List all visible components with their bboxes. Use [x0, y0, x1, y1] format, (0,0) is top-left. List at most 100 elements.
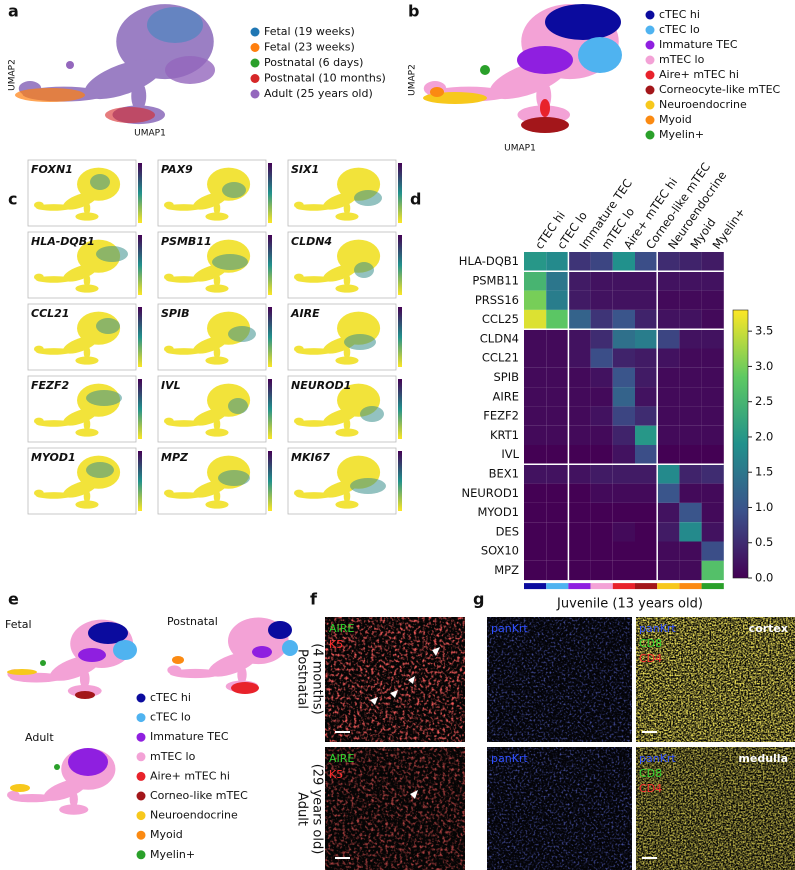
legend-label: Corneo-like mTEC — [150, 789, 248, 802]
heatmap-cell — [590, 425, 613, 445]
heatmap-cell — [612, 406, 635, 426]
heatmap-cell — [657, 309, 680, 330]
row-label: PRSS16 — [475, 293, 519, 307]
heatmap-cell — [701, 483, 724, 503]
row-label: DES — [496, 524, 519, 538]
heatmap-cell — [612, 387, 635, 407]
heatmap-cell — [524, 541, 547, 561]
heatmap-cell — [701, 406, 724, 426]
column-color — [568, 583, 591, 590]
umap-b — [423, 4, 622, 133]
heatmap-cell — [546, 309, 569, 330]
feature-colorbar — [398, 379, 402, 439]
heatmap-cell — [701, 425, 724, 445]
gene-label: CCL21 — [31, 307, 69, 320]
panel-label: g — [473, 590, 484, 609]
heatmap-cell — [590, 502, 613, 523]
group-label: Fetal — [5, 618, 32, 631]
row-label: AIRE — [492, 389, 519, 403]
sample-label: (4 months) — [310, 643, 325, 715]
heatmap-cell — [701, 309, 724, 330]
heatmap-cell — [657, 522, 680, 542]
feature-colorbar — [138, 451, 142, 511]
heatmap-cell — [701, 367, 724, 388]
row-label: HLA-DQB1 — [459, 254, 519, 268]
panel-label: a — [8, 2, 19, 21]
feature-expression — [90, 174, 110, 190]
feature-expression — [218, 470, 250, 486]
heatmap-cell — [546, 348, 569, 368]
gene-label: IVL — [161, 379, 181, 392]
legend-swatch — [645, 70, 655, 80]
colorbar-tick-label: 0.0 — [755, 571, 773, 585]
legend-swatch — [645, 100, 655, 110]
legend-label: Neuroendocrine — [150, 809, 238, 822]
heatmap-cell — [546, 445, 569, 465]
heatmap-cell — [612, 541, 635, 561]
heatmap-cell — [524, 290, 547, 310]
heatmap-cell — [679, 252, 702, 272]
heatmap-cell — [679, 329, 702, 349]
heatmap-cell — [590, 483, 613, 503]
colorbar-tick-label: 0.5 — [755, 535, 773, 549]
feature-expression — [86, 462, 114, 478]
column-color — [701, 583, 724, 590]
heatmap-cell — [546, 387, 569, 407]
legend-swatch — [645, 55, 655, 65]
heatmap-cell — [546, 522, 569, 542]
heatmap-cell — [701, 271, 724, 291]
heatmap-cell — [612, 502, 635, 523]
heatmap-cell — [524, 348, 547, 368]
region-label: cortex — [749, 622, 788, 635]
legend-swatch — [250, 58, 260, 68]
heatmap-cell — [612, 271, 635, 291]
legend-label: Postnatal (6 days) — [264, 56, 363, 69]
heatmap-cell — [546, 367, 569, 388]
legend-label: Neuroendocrine — [659, 98, 747, 111]
row-label: CCL25 — [482, 312, 519, 326]
heatmap-cell — [679, 367, 702, 388]
y-axis-label: UMAP2 — [408, 64, 418, 96]
column-color — [612, 583, 635, 590]
feature-expression — [96, 318, 120, 334]
heatmap-cell — [590, 406, 613, 426]
heatmap-cell — [568, 290, 591, 310]
sample-label: Postnatal — [295, 649, 310, 709]
row-label: PSMB11 — [472, 273, 519, 287]
heatmap-cell — [657, 502, 680, 523]
heatmap-cell — [546, 425, 569, 445]
heatmap-cell — [568, 425, 591, 445]
column-label: Myelin+ — [710, 205, 748, 252]
row-label: FEZF2 — [483, 409, 519, 423]
panel-label: c — [8, 190, 17, 209]
heatmap-cell — [612, 309, 635, 330]
heatmap-cell — [546, 502, 569, 523]
legend-swatch — [250, 27, 260, 37]
heatmap-cell — [546, 329, 569, 349]
x-axis-label: UMAP1 — [134, 129, 166, 139]
legend-swatch — [136, 791, 146, 801]
feature-colorbar — [268, 451, 272, 511]
region-label: medulla — [738, 752, 788, 765]
gene-label: MYOD1 — [31, 451, 76, 464]
row-label: MYOD1 — [477, 505, 519, 519]
stain-label: K5 — [329, 638, 343, 651]
feature-colorbar — [138, 235, 142, 295]
gene-label: NEUROD1 — [291, 379, 351, 392]
heatmap-cell — [612, 348, 635, 368]
heatmap-cell — [590, 348, 613, 368]
feature-colorbar — [398, 163, 402, 223]
gene-label: AIRE — [290, 307, 320, 320]
legend-label: Fetal (23 weeks) — [264, 41, 355, 54]
legend-swatch — [136, 693, 146, 703]
heatmap-cell — [612, 483, 635, 503]
panel-label: b — [408, 2, 419, 21]
feature-expression — [96, 246, 128, 262]
heatmap-cell — [546, 483, 569, 503]
x-axis-label: UMAP1 — [504, 144, 536, 154]
colorbar-tick-label: 3.5 — [755, 324, 773, 338]
stain-label: CD4 — [639, 782, 662, 795]
row-label: MPZ — [494, 563, 519, 577]
heatmap-cell — [568, 483, 591, 503]
feature-expression — [350, 478, 386, 494]
